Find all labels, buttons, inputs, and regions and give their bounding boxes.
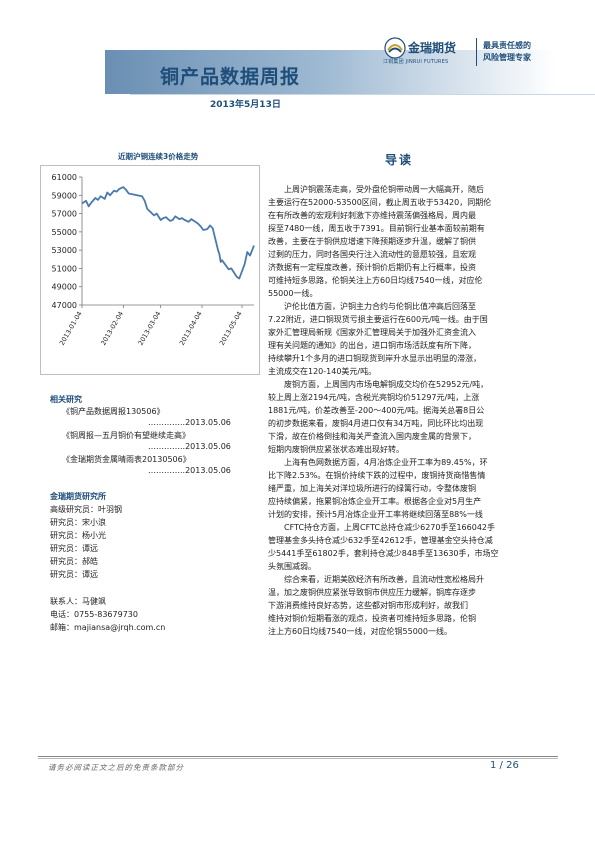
related-item-1-date: …………..2013.05.06 (148, 418, 231, 427)
logo-divider (476, 38, 477, 66)
guide-line: 温，加之废铜供应紧张导致铜市供应压力缓解，铜库存逐步 (268, 588, 476, 597)
header-divider (130, 94, 595, 95)
slogan-line-2: 风险管理专家 (483, 53, 531, 62)
y-tick-label: 53000 (52, 246, 77, 255)
guide-line: 计划的安排，预计5月冶炼企业开工率将继续回落至88%一线 (268, 510, 483, 519)
related-item-2-date: …………..2013.05.06 (148, 442, 231, 451)
header-banner (105, 50, 595, 94)
guide-heading: 导读 (385, 153, 414, 167)
company-logo-name: 金瑞期货 (408, 41, 457, 55)
guide-line: 沪伦比值方面，沪铜主力合约与伦铜比值冲高后回落至 (284, 302, 476, 311)
y-tick-label: 47000 (52, 301, 77, 310)
guide-line: 短期内废铜供应紧张状态难出现好转。 (268, 445, 404, 454)
staff-member: 研究员：谭远 (50, 570, 98, 579)
guide-line: 下游消费维持良好态势，这些都对铜市形成利好，故我们 (268, 601, 468, 610)
guide-line: 可维持短多思路，伦铜关注上方60日均线7540一线，对应伦 (268, 276, 483, 285)
y-tick-label: 51000 (52, 264, 77, 273)
guide-line: 济数据有一定程度改善，预计铜价后期仍有上行概率，投资 (268, 263, 476, 272)
y-tick-label: 57000 (52, 210, 77, 219)
guide-line: 绪严重，加上海关对洋垃圾所进行的绿篱行动，令整体废铜 (268, 484, 476, 493)
guide-line: 7.22附近，进口铜现货亏损主要运行在600元/吨一线。由于国 (268, 315, 488, 324)
chart-title: 近期沪铜连续3价格走势 (118, 152, 199, 161)
related-item-1-title[interactable]: 《铜产品数据周报130506》 (62, 407, 165, 416)
guide-line: 管理基金多头持仓减少632手至42612手，管理基金空头持仓减 (268, 536, 493, 545)
footer-disclaimer: 请务必阅读正文之后的免责条款部分 (48, 763, 184, 772)
related-item-3-title[interactable]: 《金瑞期货金属晴雨表20130506》 (62, 455, 191, 464)
guide-line: 少5441手至61802手，套利持仓减少848手至13630手，市场空 (268, 549, 499, 558)
guide-line: 持续攀升1个多月的进口铜现货到岸升水显示出明显的滞涨， (268, 354, 482, 363)
guide-body: 上周沪铜震荡走高，受外盘伦铜带动周一大幅高开，随后主要运行在52000-5350… (268, 183, 568, 673)
guide-line: 1881元/吨，价差改善至-200～400元/吨。据海关总署8日公 (268, 406, 485, 415)
y-tick-label: 59000 (52, 191, 77, 200)
footer-divider (38, 756, 558, 757)
staff-member: 研究员：谭远 (50, 544, 98, 553)
guide-line: 主要运行在52000-53500区间，截止周五收于53420，同期伦 (268, 198, 492, 207)
y-tick-label: 61000 (52, 173, 77, 182)
guide-line: 较上周上涨2194元/吨，含税光亮铜均价51297元/吨，上涨 (268, 393, 480, 402)
guide-line: 的初步数据来看，废铜4月进口仅有34万吨，同比环比均出现 (268, 419, 484, 428)
y-tick-label: 49000 (52, 283, 77, 292)
guide-line: 应持续偏紧，拖累铜冶炼企业开工率。根据各企业对5月生产 (268, 497, 482, 506)
guide-line: 探至7480一线，周五收于7391。目前铜行业基本面较前期有 (268, 224, 485, 233)
slogan-line-1: 最具责任感的 (483, 41, 531, 50)
price-series-line (81, 186, 255, 280)
y-tick-label: 55000 (52, 228, 77, 237)
staff-member: 研究员：宋小浪 (50, 518, 106, 527)
company-logo-icon (384, 37, 406, 59)
page-number: 1 / 26 (490, 760, 519, 771)
guide-line: 比下降2.53%。在铜价持续下跌的过程中，废铜持货商惜售情 (268, 471, 486, 480)
guide-line: 废铜方面，上周国内市场电解铜成交均价在52952元/吨， (284, 380, 489, 389)
guide-line: 家外汇管理局新规《国家外汇管理局关于加强外汇资金流入 (268, 328, 476, 337)
institute-heading: 金瑞期货研究所 (50, 492, 106, 501)
guide-line: 头氛围减弱。 (268, 562, 316, 571)
related-research-heading: 相关研究 (50, 395, 82, 404)
guide-line: 在有所改善的宏观利好刺激下亦维持震荡偏强格局，周内最 (268, 211, 476, 220)
price-chart: 61000 59000 57000 55000 53000 51000 49000 47000… (40, 165, 260, 375)
footer-divider-thin (38, 758, 558, 759)
guide-line: CFTC持仓方面，上周CFTC总持仓减少6270手至166042手 (284, 523, 495, 532)
contact-name: 联系人：马健飒 (50, 597, 106, 606)
staff-member: 研究员：杨小光 (50, 531, 106, 540)
guide-line: 理有关问题的通知》的出台，进口铜市场活跃度有所下降， (268, 341, 476, 350)
related-item-3-date: …………..2013.05.06 (148, 466, 231, 475)
guide-line: 上海有色网数据方面，4月冶炼企业开工率为89.45%，环 (284, 458, 488, 467)
guide-line: 改善，主要在于铜供应增速下降预期逐步升温，缓解了铜供 (268, 237, 476, 246)
staff-member: 高级研究员：叶羽钢 (50, 505, 122, 514)
company-logo-subtitle: 江铜集团 JINRUI FUTURES (383, 59, 449, 65)
guide-line: 注上方60日均线7540一线，对应伦铜55000一线。 (268, 627, 452, 636)
report-title: 铜产品数据周报 (160, 66, 301, 88)
guide-line: 主流成交在120-140美元/吨。 (268, 367, 377, 376)
guide-line: 55000一线。 (268, 289, 318, 298)
contact-email[interactable]: 邮箱：majiansa@jrqh.com.cn (50, 623, 166, 632)
guide-line: 过剩的压力，同时各国央行注入流动性的意愿较强，且宏观 (268, 250, 476, 259)
chart-frame (40, 165, 260, 375)
staff-member: 研究员：郝皓 (50, 557, 98, 566)
guide-line: 维持对铜价短期看涨的观点，投资者可维持短多思路，伦铜 (268, 614, 476, 623)
related-item-2-title[interactable]: 《铜周报—五月铜价有望继续走高》 (62, 431, 190, 440)
company-slogan: 最具责任感的 风险管理专家 (483, 40, 531, 64)
guide-line: 综合来看，近期美欧经济有所改善，且流动性宽松格局升 (284, 575, 484, 584)
report-date: 2013年5月13日 (210, 100, 281, 110)
contact-phone: 电话：0755-83679730 (50, 610, 138, 619)
guide-line: 下滑，故在价格倒挂和海关严查流入国内废金属的背景下， (268, 432, 476, 441)
guide-line: 上周沪铜震荡走高，受外盘伦铜带动周一大幅高开，随后 (284, 185, 484, 194)
